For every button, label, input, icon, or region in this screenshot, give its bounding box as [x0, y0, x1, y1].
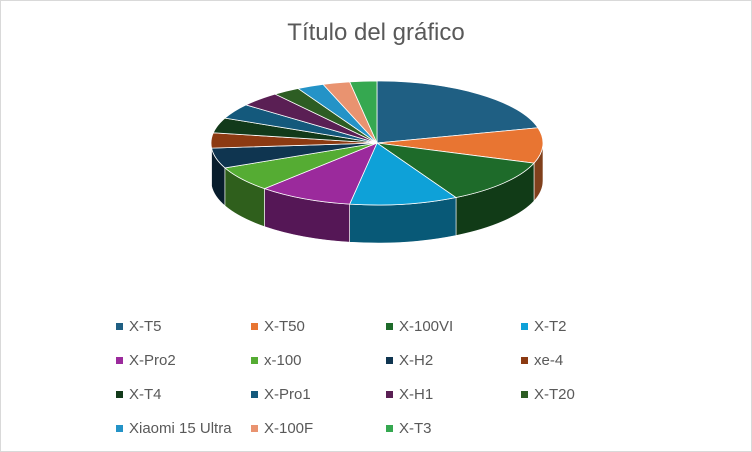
- pie-slice-X-T3: [349, 80, 378, 144]
- pie-slice-X-Pro2: [263, 142, 378, 205]
- legend-swatch: [521, 322, 528, 330]
- legend-swatch: [386, 356, 393, 364]
- legend-swatch: [251, 390, 258, 398]
- legend-item: X-H1: [386, 377, 521, 411]
- legend-swatch: [116, 322, 123, 330]
- pie-slice-X-T2: [349, 142, 458, 206]
- legend-item: X-T3: [386, 411, 521, 445]
- legend-item: Xiaomi 15 Ultra: [116, 411, 251, 445]
- legend-swatch: [251, 424, 258, 432]
- legend-item: X-100VI: [386, 309, 521, 343]
- legend-item: X-100F: [251, 411, 386, 445]
- legend-item: xe-4: [521, 343, 656, 377]
- legend-swatch: [521, 390, 528, 398]
- legend-item: X-T2: [521, 309, 656, 343]
- legend-swatch: [251, 356, 258, 364]
- legend-item: X-H2: [386, 343, 521, 377]
- legend-label: X-T20: [534, 385, 575, 403]
- legend-label: X-T3: [399, 419, 432, 437]
- legend-swatch: [386, 390, 393, 398]
- legend-item: x-100: [251, 343, 386, 377]
- legend-label: X-T50: [264, 317, 305, 335]
- pie-slice-X-100VI: [376, 142, 535, 198]
- legend-item: X-T5: [116, 309, 251, 343]
- legend-item: X-T20: [521, 377, 656, 411]
- legend-item: X-T4: [116, 377, 251, 411]
- legend-swatch: [116, 424, 123, 432]
- legend: X-T5 X-T50 X-100VI X-T2 X-Pro2 x-100 X-H2 xe-4 X…: [116, 309, 656, 445]
- legend-item: X-Pro2: [116, 343, 251, 377]
- legend-label: x-100: [264, 351, 302, 369]
- legend-swatch: [116, 356, 123, 364]
- legend-label: xe-4: [534, 351, 564, 369]
- legend-label: Xiaomi 15 Ultra: [129, 419, 232, 437]
- legend-swatch: [386, 322, 393, 330]
- pie-chart: [210, 80, 544, 244]
- pie-slice-X-T5: [376, 80, 539, 144]
- legend-label: X-Pro2: [129, 351, 176, 369]
- legend-label: X-T4: [129, 385, 162, 403]
- pie-slice-X-T50: [376, 127, 544, 164]
- legend-item: X-Pro1: [251, 377, 386, 411]
- legend-label: X-100F: [264, 419, 314, 437]
- legend-label: X-100VI: [399, 317, 454, 335]
- legend-label: X-Pro1: [264, 385, 311, 403]
- legend-swatch: [386, 424, 393, 432]
- legend-swatch: [116, 390, 123, 398]
- legend-label: X-H2: [399, 351, 434, 369]
- chart-title: Título del gráfico: [287, 19, 465, 46]
- legend-swatch: [251, 322, 258, 330]
- legend-swatch: [521, 356, 528, 364]
- legend-label: X-T5: [129, 317, 162, 335]
- legend-label: X-H1: [399, 385, 434, 403]
- legend-label: X-T2: [534, 317, 567, 335]
- legend-item: X-T50: [251, 309, 386, 343]
